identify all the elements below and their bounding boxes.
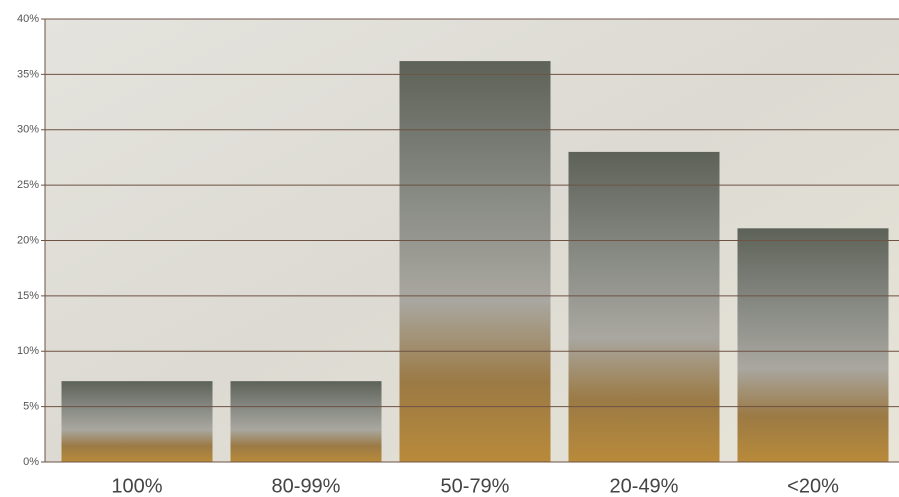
bar — [399, 61, 551, 463]
y-tick-label: 10% — [17, 345, 39, 357]
x-tick-label: <20% — [787, 475, 839, 497]
bar — [61, 381, 213, 462]
y-tick-label: 0% — [23, 456, 39, 468]
bar — [737, 228, 889, 462]
y-tick-label: 25% — [17, 179, 39, 191]
y-tick-label: 15% — [17, 290, 39, 302]
x-tick-label: 50-79% — [441, 475, 510, 497]
y-tick-label: 40% — [17, 13, 39, 25]
y-tick-label: 30% — [17, 124, 39, 136]
x-tick-label: 80-99% — [272, 475, 341, 497]
x-tick-label: 20-49% — [610, 475, 679, 497]
bar — [568, 151, 720, 462]
y-tick-label: 35% — [17, 68, 39, 80]
x-tick-label: 100% — [111, 475, 162, 497]
y-tick-label: 20% — [17, 234, 39, 246]
bar — [230, 381, 382, 462]
y-tick-label: 5% — [23, 401, 39, 413]
